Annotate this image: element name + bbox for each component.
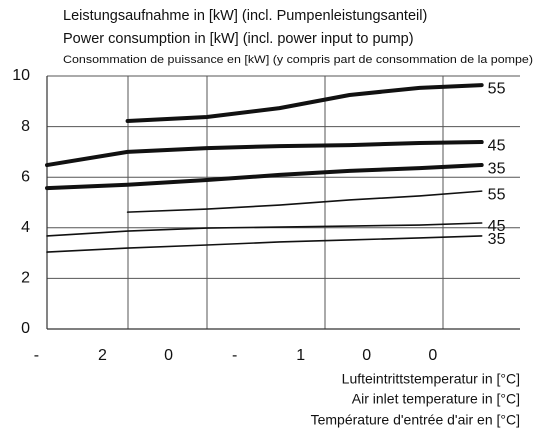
series-label: 45 [488, 137, 506, 154]
x-tick-label: 0 [164, 347, 173, 364]
x-tick-label: 0 [428, 347, 437, 364]
line [126, 190, 483, 213]
x-tick-label: - [34, 347, 39, 364]
x-tick-label: 0 [362, 347, 371, 364]
line [125, 83, 484, 124]
series-label: 45 [488, 218, 506, 235]
line [46, 235, 483, 253]
x-axis-label: Air inlet temperature in [°C] [352, 391, 520, 407]
line [46, 222, 483, 237]
line [45, 163, 484, 191]
series-label: 55 [488, 80, 506, 97]
y-tick-label: 4 [21, 219, 30, 236]
y-tick-label: 2 [21, 270, 30, 287]
y-tick-label: 6 [21, 168, 30, 185]
chart-title: Leistungsaufnahme in [kW] (incl. Pumpenl… [63, 8, 427, 24]
x-tick-label: 2 [98, 347, 107, 364]
vertical-grid [127, 76, 444, 329]
y-tick-label: 8 [21, 118, 30, 135]
chart-subtitle: Power consumption in [kW] (incl. power i… [63, 31, 414, 47]
series-label: 55 [488, 186, 506, 203]
x-tick-label: 1 [296, 347, 305, 364]
series-label: 35 [488, 231, 506, 248]
line [45, 140, 484, 168]
x-axis-label: Lufteintrittstemperatur in [°C] [342, 371, 520, 387]
y-tick-label: 10 [12, 67, 30, 84]
series-label: 35 [488, 160, 506, 177]
chart-subtitle: Consommation de puissance en [kW] (y com… [63, 54, 533, 66]
y-tick-label: 0 [21, 320, 30, 337]
x-tick-label: - [232, 347, 237, 364]
x-axis-label: Température d'entrée d'air en [°C] [311, 412, 520, 428]
